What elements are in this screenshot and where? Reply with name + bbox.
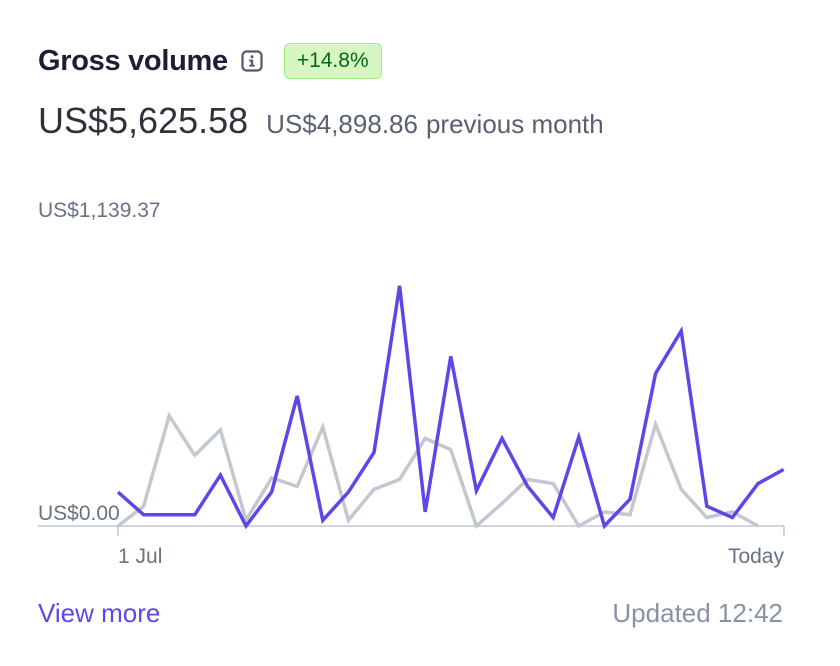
card-header: Gross volume +14.8% <box>38 40 382 82</box>
y-tick-max-label: US$1,139.37 <box>38 199 161 222</box>
info-icon[interactable] <box>241 50 263 72</box>
updated-timestamp: Updated 12:42 <box>612 598 783 628</box>
current-amount: US$5,625.58 <box>38 100 249 141</box>
series-layer <box>116 285 785 530</box>
previous-amount: US$4,898.86 <box>266 109 418 139</box>
card-title: Gross volume <box>38 44 228 77</box>
x-tick-end-label: Today <box>728 545 785 568</box>
previous-label: previous month <box>425 109 604 139</box>
x-tick-start-label: 1 Jul <box>118 545 162 568</box>
view-more-link[interactable]: View more <box>38 598 161 628</box>
amounts-row: US$5,625.58 US$4,898.86 previous month <box>38 100 604 142</box>
change-badge: +14.8% <box>283 43 382 79</box>
current-period-line <box>116 285 785 530</box>
y-tick-zero-label: US$0.00 <box>38 502 120 525</box>
